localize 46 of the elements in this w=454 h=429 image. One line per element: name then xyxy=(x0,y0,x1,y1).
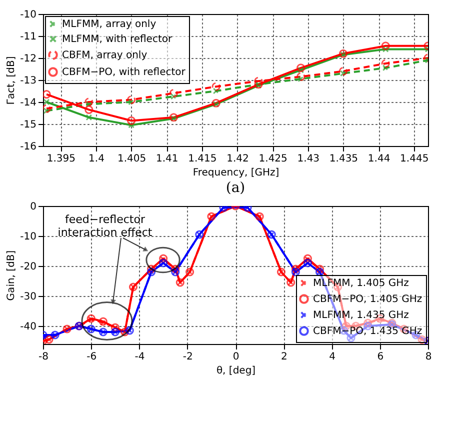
y-tick-label: -14 xyxy=(20,98,36,108)
x-tick-label: 1.395 xyxy=(46,154,76,164)
x-tick-label: 4 xyxy=(329,352,336,362)
y-tick-label: -30 xyxy=(20,292,36,302)
legend-label: CBFM−PO, with reflector xyxy=(62,67,186,78)
x-tick-label: 1.425 xyxy=(258,154,288,164)
y-tick-label: -11 xyxy=(20,32,36,42)
x-tick-label: 1.44 xyxy=(368,154,390,164)
legend-label: CBFM−PO, 1.405 GHz xyxy=(313,294,422,305)
x-tick-label: 6 xyxy=(377,352,384,362)
y-tick-label: -12 xyxy=(20,54,36,64)
y-tick-label: -10 xyxy=(20,232,36,242)
x-tick-label: 1.435 xyxy=(329,154,358,164)
x-tick-label: 1.42 xyxy=(226,154,249,164)
legend-label: MLFMM, array only xyxy=(62,19,156,30)
x-tick-label: 1.445 xyxy=(400,154,429,164)
x-tick-label: 1.43 xyxy=(297,154,320,164)
x-tick-label: 1.41 xyxy=(156,154,178,164)
x-tick-label: 2 xyxy=(280,352,288,362)
x-tick-label: 1.415 xyxy=(188,154,217,164)
y-axis-title: Γact, [dB] xyxy=(6,56,18,105)
x-tick-label: 8 xyxy=(425,352,432,362)
legend-label: MLFMM, 1.435 GHz xyxy=(313,310,409,321)
legend-label: MLFMM, 1.405 GHz xyxy=(313,278,409,289)
y-tick-label: -13 xyxy=(20,76,36,86)
y-tick-label: -16 xyxy=(20,142,36,152)
y-axis-title: Gain, [dB] xyxy=(6,250,18,301)
x-tick-label: -2 xyxy=(182,352,193,362)
x-tick-label: -4 xyxy=(134,352,145,362)
y-tick-label: -15 xyxy=(20,120,36,130)
y-tick-label: -10 xyxy=(20,10,36,20)
y-tick-label: -20 xyxy=(20,262,36,272)
x-tick-label: 1.405 xyxy=(117,154,146,164)
x-tick-label: 1.4 xyxy=(88,154,104,164)
x-axis-title: Frequency, [GHz] xyxy=(192,168,280,178)
x-tick-label: -8 xyxy=(38,352,48,362)
x-tick-label: -6 xyxy=(86,352,97,362)
x-axis-title: θ, [deg] xyxy=(216,366,256,376)
y-tick-label: -40 xyxy=(20,322,36,332)
x-tick-label: 0 xyxy=(232,352,240,362)
legend-label: CBFM−PO, 1.435 GHz xyxy=(313,326,422,337)
legend-label: CBFM, array only xyxy=(62,50,148,61)
annotation: feed−reflector interaction effect xyxy=(58,213,153,239)
text: (a) xyxy=(226,180,246,196)
y-tick-label: 0 xyxy=(30,202,36,212)
legend-label: MLFMM, with reflector xyxy=(62,34,173,45)
